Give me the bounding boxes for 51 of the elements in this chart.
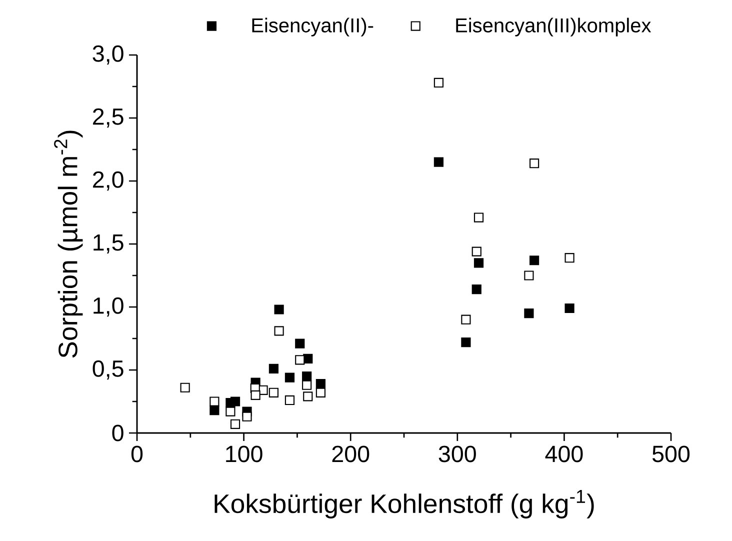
point (529, 158, 540, 168)
x-axis-title: Koksbürtiger Kohlenstoff (g kg$^{-1}$) (214, 490, 594, 518)
point (302, 371, 312, 382)
point (180, 382, 190, 392)
point (295, 338, 305, 348)
point (529, 256, 540, 266)
point (268, 364, 279, 374)
point (302, 380, 312, 390)
point (434, 157, 444, 167)
legend-label: Eisencyan(III)komplex (456, 18, 652, 36)
legend-label: Eisencyan(II)- (252, 18, 374, 36)
point (274, 326, 284, 336)
point (210, 396, 220, 406)
point (226, 398, 236, 408)
y-tick-label: 3,0 (92, 45, 124, 65)
point (295, 355, 305, 365)
point (472, 246, 482, 256)
point (474, 258, 484, 268)
point (250, 390, 260, 400)
y-tick-label: 0 (112, 424, 124, 442)
x-tick-label: 200 (332, 446, 370, 462)
y-tick-label: 1,0 (94, 297, 124, 317)
point (564, 303, 574, 314)
y-tick-label: 2,5 (93, 108, 124, 128)
point (242, 412, 252, 422)
y-tick-label: 1,5 (94, 234, 124, 254)
point (524, 308, 534, 318)
x-tick-label: 100 (226, 446, 262, 462)
x-tick-label: 0 (131, 446, 143, 462)
point (303, 392, 313, 402)
point (472, 284, 482, 294)
point (524, 270, 534, 280)
point (564, 253, 574, 263)
x-tick-label: 500 (652, 446, 690, 462)
point (268, 388, 279, 398)
point (230, 419, 240, 429)
y-tick-label: 2,0 (93, 171, 124, 191)
point (474, 212, 484, 222)
point (226, 406, 236, 416)
point (284, 372, 295, 382)
x-tick-label: 400 (545, 446, 583, 462)
x-tick-label: 300 (438, 446, 476, 462)
point (461, 337, 471, 348)
y-tick-label: 0,5 (92, 360, 124, 380)
y-axis-title: Sorption (µmol m$^{-2}$) (54, 130, 83, 358)
point (316, 388, 326, 398)
point (434, 78, 444, 88)
point (274, 304, 284, 314)
point (316, 379, 326, 389)
point (461, 314, 471, 324)
point (284, 395, 295, 406)
